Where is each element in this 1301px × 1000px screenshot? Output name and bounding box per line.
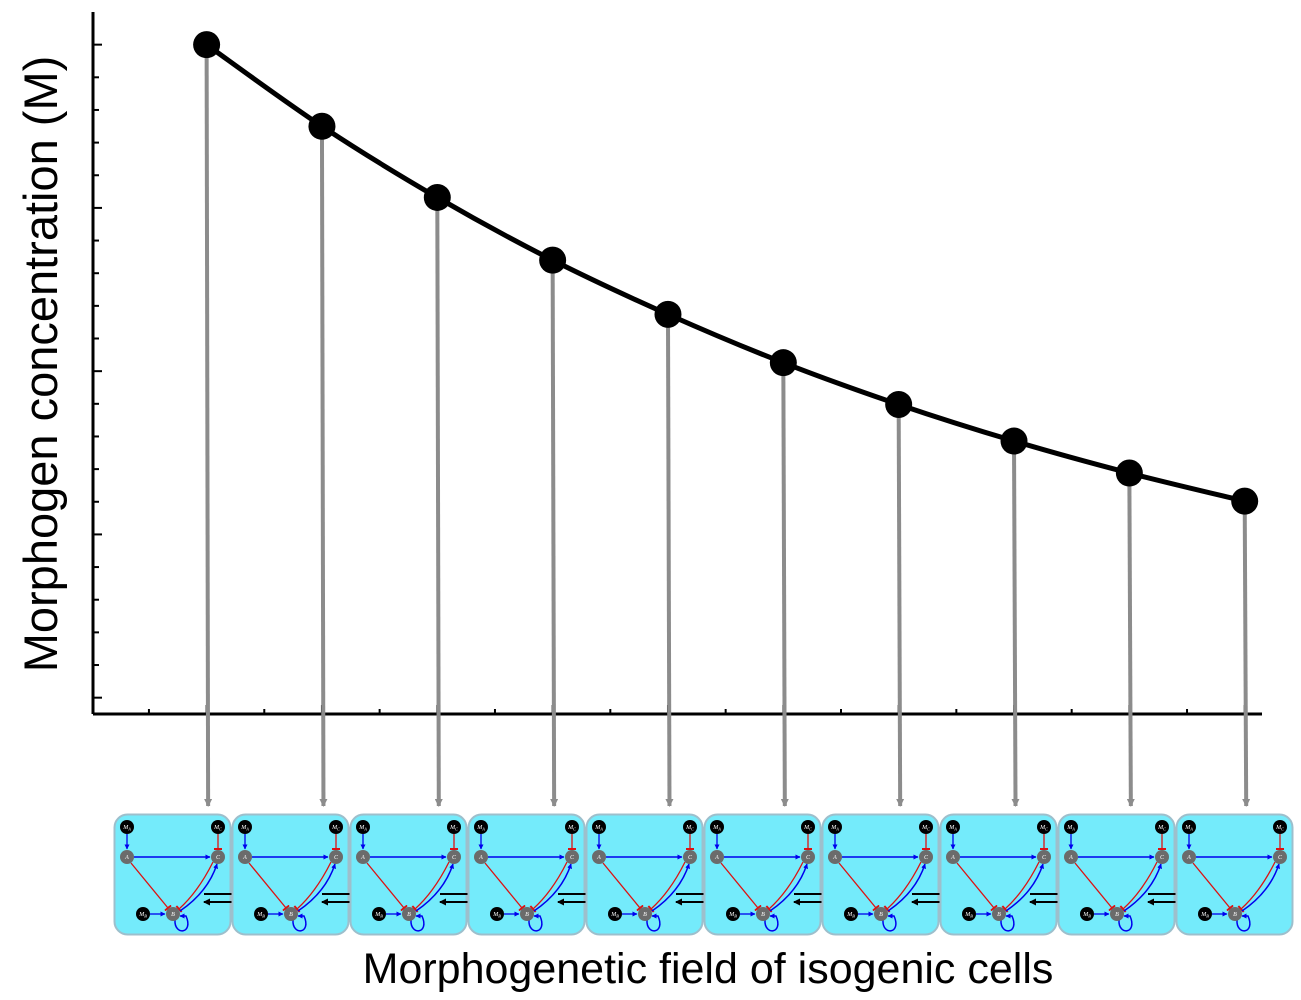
data-point — [770, 349, 797, 376]
node-label: MC — [803, 825, 812, 832]
data-point — [1231, 488, 1258, 515]
node-label: MA — [1066, 825, 1075, 832]
node-label: MC — [213, 825, 222, 832]
node-label: B — [997, 912, 1001, 918]
node-label: MA — [594, 825, 603, 832]
curve-line — [207, 45, 1245, 501]
node-label: A — [832, 855, 837, 861]
node-label: MC — [921, 825, 930, 832]
cell: MA MC MB A C B — [351, 815, 467, 935]
node-label: MB — [1200, 912, 1209, 919]
node-label: B — [1233, 912, 1237, 918]
node-label: A — [1068, 855, 1073, 861]
cell: MA MC MB A C B — [1059, 815, 1175, 935]
cell: MA MC MB A C B — [1177, 815, 1293, 935]
data-point — [654, 301, 681, 328]
node-label: MA — [830, 825, 839, 832]
node-label: MB — [1082, 912, 1091, 919]
node-label: MA — [1184, 825, 1193, 832]
node-label: MC — [1275, 825, 1284, 832]
cell: MA MC MB A C B — [705, 815, 821, 935]
concentration-curve — [207, 45, 1245, 501]
node-label: MC — [1157, 825, 1166, 832]
node-label: MB — [846, 912, 855, 919]
data-point — [539, 247, 566, 274]
node-label: A — [714, 855, 719, 861]
node-label: MA — [122, 825, 131, 832]
node-label: MB — [492, 912, 501, 919]
connector-arrow — [783, 363, 785, 806]
node-label: B — [171, 912, 175, 918]
node-label: A — [1186, 855, 1191, 861]
node-label: A — [124, 855, 129, 861]
node-label: MC — [685, 825, 694, 832]
node-label: MB — [610, 912, 619, 919]
connector-arrow — [322, 126, 324, 806]
node-label: MC — [567, 825, 576, 832]
y-axis-label: Morphogen concentration (M) — [14, 56, 67, 673]
cell-field: MA MC MB A C B MA MC MB A C B MA MC MB A C B MA MC MB A C B MA MC… — [115, 815, 1293, 935]
connector-arrow — [207, 45, 209, 806]
node-label: B — [643, 912, 647, 918]
data-point — [1116, 460, 1143, 487]
cell: MA MC MB A C B — [587, 815, 703, 935]
data-points — [193, 31, 1258, 514]
cell: MA MC MB A C B — [823, 815, 939, 935]
connector-arrows — [207, 45, 1247, 806]
x-axis-label: Morphogenetic field of isogenic cells — [363, 945, 1054, 993]
data-point — [885, 391, 912, 418]
data-point — [193, 31, 220, 58]
node-label: MB — [374, 912, 383, 919]
node-label: B — [1115, 912, 1119, 918]
node-label: B — [761, 912, 765, 918]
data-point — [308, 113, 335, 140]
connector-arrow — [899, 404, 901, 806]
node-label: MB — [256, 912, 265, 919]
connector-arrow — [1129, 473, 1131, 806]
cell: MA MC MB A C B — [469, 815, 585, 935]
node-label: MB — [728, 912, 737, 919]
node-label: MA — [240, 825, 249, 832]
axes — [93, 12, 1262, 714]
cell: MA MC MB A C B — [941, 815, 1057, 935]
node-label: B — [525, 912, 529, 918]
data-point — [424, 184, 451, 211]
node-label: MA — [712, 825, 721, 832]
node-label: A — [360, 855, 365, 861]
node-label: MC — [331, 825, 340, 832]
cell: MA MC MB A C B — [115, 815, 231, 935]
connector-arrow — [1245, 501, 1247, 806]
data-point — [1001, 428, 1028, 455]
node-label: MC — [449, 825, 458, 832]
node-label: B — [879, 912, 883, 918]
node-label: MA — [358, 825, 367, 832]
node-label: MB — [138, 912, 147, 919]
node-label: B — [407, 912, 411, 918]
node-label: B — [289, 912, 293, 918]
connector-arrow — [553, 260, 555, 806]
connector-arrow — [668, 314, 670, 806]
node-label: MB — [964, 912, 973, 919]
node-label: MA — [476, 825, 485, 832]
node-label: MC — [1039, 825, 1048, 832]
node-label: A — [478, 855, 483, 861]
connector-arrow — [1014, 441, 1016, 806]
cell: MA MC MB A C B — [233, 815, 349, 935]
node-label: A — [950, 855, 955, 861]
node-label: MA — [948, 825, 957, 832]
node-label: A — [596, 855, 601, 861]
node-label: A — [242, 855, 247, 861]
connector-arrow — [437, 197, 439, 806]
